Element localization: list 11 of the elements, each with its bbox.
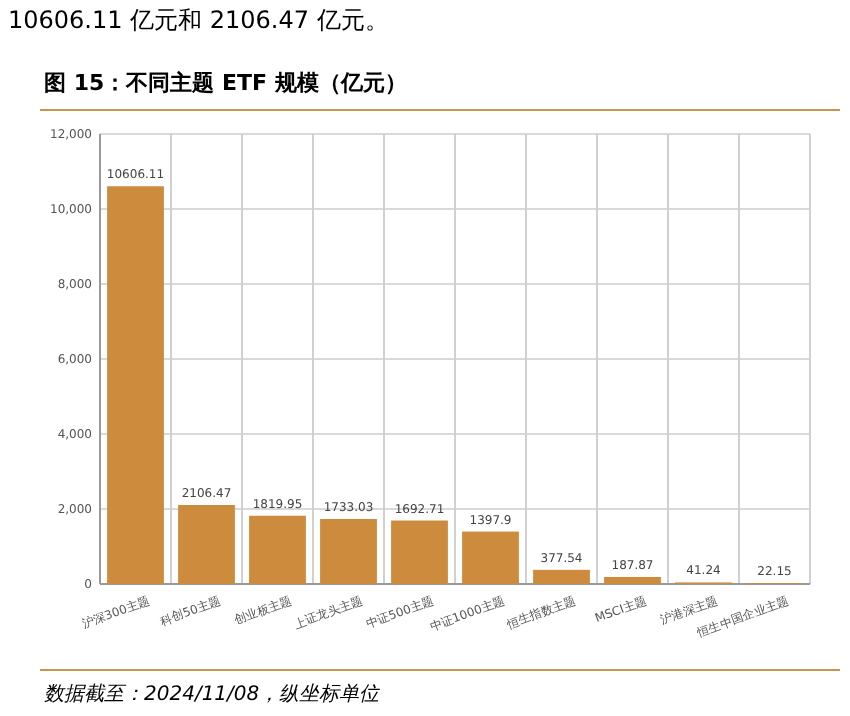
bar <box>249 515 306 584</box>
bar <box>462 531 519 584</box>
bar <box>533 569 590 584</box>
bar <box>604 576 661 584</box>
bar <box>178 505 235 584</box>
bar <box>107 186 164 584</box>
bar <box>391 520 448 584</box>
chart-title: 图 15：不同主题 ETF 规模（亿元） <box>44 70 407 96</box>
text: 数据截至：2024/11/08，纵坐标单位 <box>44 682 382 706</box>
bar <box>320 519 377 584</box>
text: 10606.11 亿元和 2106.47 亿元。 <box>8 6 389 34</box>
